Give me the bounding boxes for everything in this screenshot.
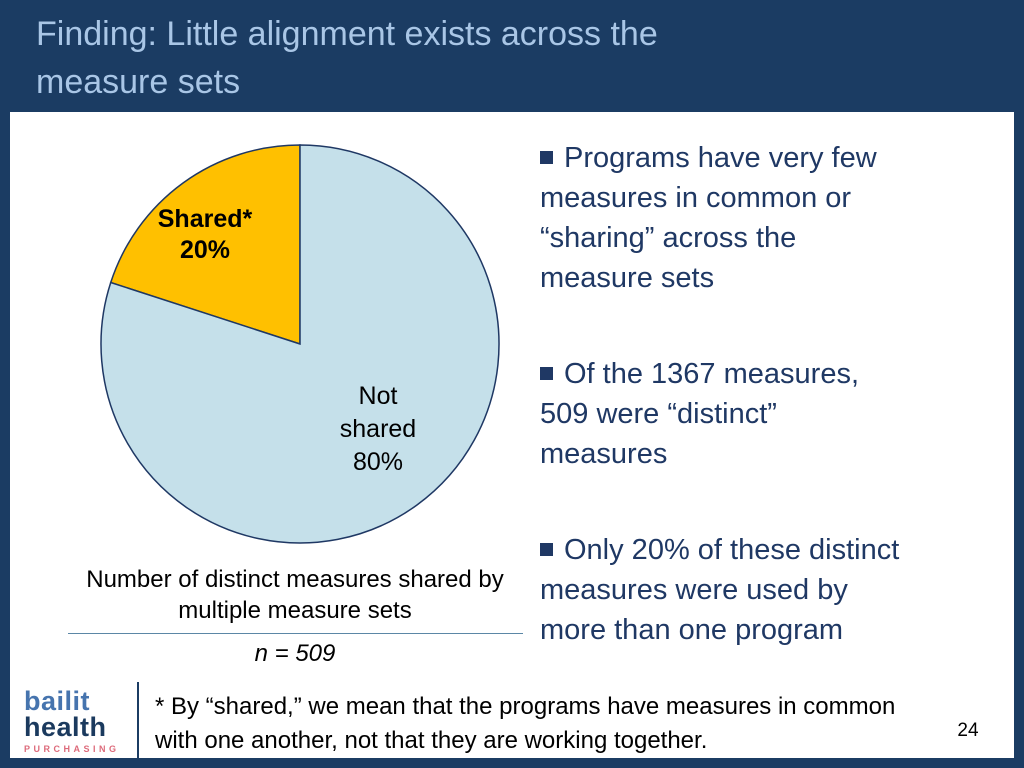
logo-text-purchasing: PURCHASING	[24, 744, 120, 754]
chart-caption: Number of distinct measures shared by mu…	[86, 566, 504, 624]
pie-slice-label: Shared*	[157, 205, 253, 233]
logo-text-bailit: bailit	[24, 686, 91, 716]
pie-label-not-shared: Not shared 80%	[322, 380, 434, 479]
pie-slice-percent: 20%	[179, 236, 231, 264]
pie-chart	[100, 144, 500, 544]
pie-chart-area	[90, 134, 510, 554]
footer-divider-line	[137, 682, 139, 758]
bullet-text: Programs have very few measures in commo…	[540, 142, 877, 294]
bullet-square-icon	[540, 150, 553, 164]
bullet-text: Of the 1367 measures, 509 were “distinct…	[540, 358, 859, 470]
page-number: 24	[957, 720, 979, 741]
pie-slice-label: Not shared	[339, 382, 417, 443]
pie-slice	[100, 144, 500, 544]
slide-title-bar: Finding: Little alignment exists across …	[0, 0, 1024, 112]
logo-text-health: health	[24, 712, 107, 742]
pie-slice-percent: 80%	[352, 448, 404, 476]
footnote: * By “shared,” we mean that the programs…	[155, 693, 896, 754]
pie-label-shared: Shared* 20%	[130, 204, 280, 266]
bullet-list: Programs have very few measures in commo…	[540, 138, 992, 706]
bailit-health-logo: bailit health PURCHASING	[18, 686, 136, 755]
pie-slice	[109, 144, 301, 346]
slide-title: Finding: Little alignment exists across …	[36, 15, 658, 101]
caption-divider-line	[68, 633, 523, 634]
slide-body: Shared* 20% Not shared 80% Number of dis…	[10, 112, 1014, 758]
bullet-item: Only 20% of these distinct measures were…	[540, 530, 992, 650]
bullet-item: Programs have very few measures in commo…	[540, 138, 992, 298]
bullet-square-icon	[540, 366, 553, 380]
sample-size-label: n = 509	[254, 640, 336, 667]
bullet-item: Of the 1367 measures, 509 were “distinct…	[540, 354, 992, 474]
bullet-text: Only 20% of these distinct measures were…	[540, 534, 900, 646]
bullet-square-icon	[540, 542, 553, 556]
